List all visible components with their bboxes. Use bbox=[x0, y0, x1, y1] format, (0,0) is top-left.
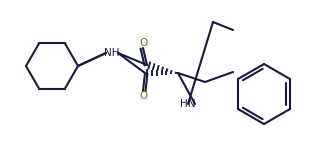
Text: O: O bbox=[139, 38, 147, 48]
Text: NH: NH bbox=[104, 48, 120, 58]
Text: HN: HN bbox=[180, 99, 196, 109]
Text: O: O bbox=[139, 91, 147, 101]
